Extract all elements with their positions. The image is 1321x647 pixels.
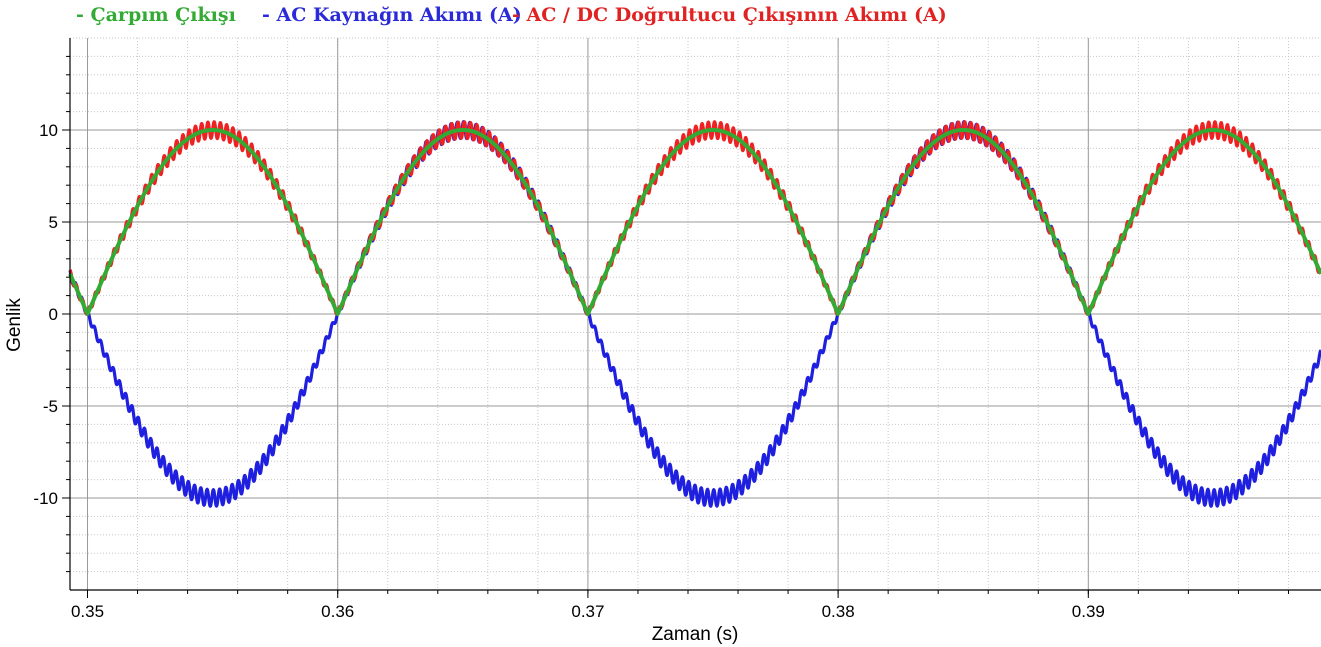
x-tick-label: 0.37	[571, 602, 604, 621]
series-product-output	[68, 128, 1321, 316]
x-axis-title: Zaman (s)	[652, 624, 739, 645]
x-axis-ticks: 0.35 0.36 0.37 0.38 0.39	[71, 590, 1289, 621]
x-tick-label: 0.39	[1072, 602, 1105, 621]
x-tick-label: 0.35	[71, 602, 104, 621]
legend-entry-rectifier-output-current: - AC / DC Doğrultucu Çıkışının Akımı (A)	[512, 4, 947, 26]
legend: - Çarpım Çıkışı - AC Kaynağın Akımı (A) …	[76, 4, 947, 26]
y-tick-label: -10	[33, 489, 58, 508]
series-layer	[68, 120, 1321, 508]
y-axis-title: Genlik	[4, 298, 25, 352]
x-tick-label: 0.38	[822, 602, 855, 621]
y-tick-label: -5	[43, 397, 58, 416]
major-grid	[70, 38, 1321, 590]
series-ac-source-current	[68, 120, 1321, 508]
legend-entry-ac-source-current: - AC Kaynağın Akımı (A)	[262, 4, 522, 26]
x-tick-label: 0.36	[321, 602, 354, 621]
y-tick-label: 0	[49, 305, 58, 324]
y-tick-label: 10	[39, 121, 58, 140]
y-tick-label: 5	[49, 213, 58, 232]
legend-entry-product-output: - Çarpım Çıkışı	[76, 4, 236, 26]
y-axis-ticks: -10 -5 0 5 10	[33, 55, 70, 573]
